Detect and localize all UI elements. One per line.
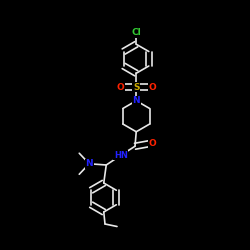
Text: O: O	[149, 82, 156, 92]
Text: Cl: Cl	[132, 28, 141, 37]
Text: O: O	[148, 139, 156, 148]
Text: HN: HN	[114, 150, 128, 160]
Text: S: S	[133, 82, 140, 92]
Text: O: O	[116, 82, 124, 92]
Text: N: N	[86, 159, 93, 168]
Text: N: N	[132, 96, 140, 105]
